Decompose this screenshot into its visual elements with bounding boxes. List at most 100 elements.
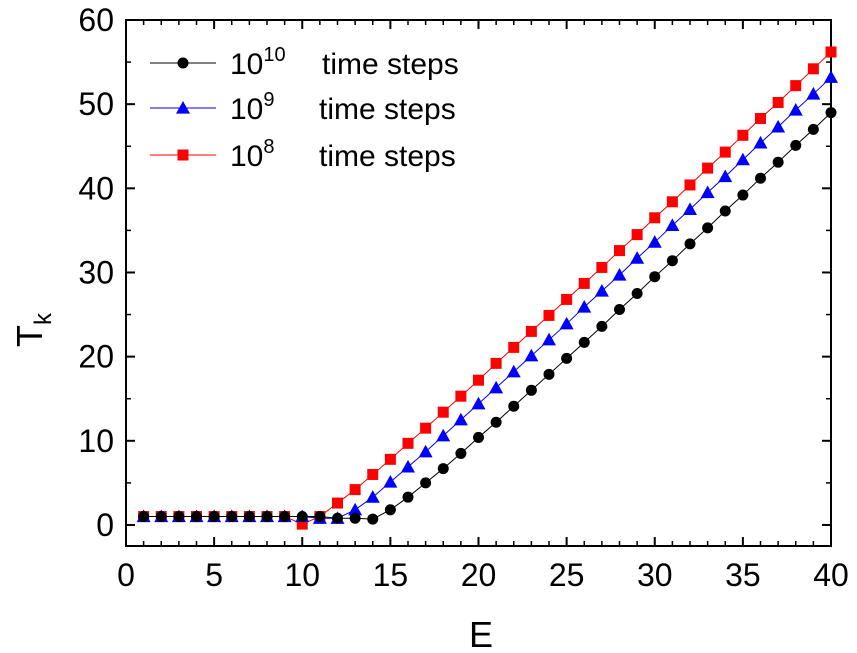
legend-marker	[176, 101, 190, 114]
data-point	[473, 374, 484, 386]
y-tick-label: 10	[78, 423, 114, 459]
data-point	[384, 453, 396, 465]
y-axis-label-subscript: k	[30, 312, 57, 325]
data-point	[490, 357, 502, 369]
data-point	[349, 484, 361, 496]
x-tick-label: 25	[549, 557, 585, 593]
legend-entry: 109 time steps	[150, 89, 456, 126]
data-point	[437, 463, 449, 475]
data-point	[524, 348, 539, 362]
data-point	[261, 511, 273, 523]
data-point	[473, 431, 484, 443]
data-point	[208, 511, 220, 523]
data-point	[402, 437, 414, 449]
series-circle	[138, 107, 837, 525]
y-axis-label: Tk	[9, 312, 57, 347]
y-tick-label: 40	[78, 170, 114, 206]
data-point	[543, 309, 555, 321]
data-point	[578, 336, 590, 348]
y-tick-label: 60	[78, 2, 114, 38]
data-point	[702, 162, 714, 174]
data-point	[737, 189, 749, 201]
legend-label-base: 10	[230, 48, 263, 81]
data-point	[788, 103, 803, 116]
data-point	[348, 502, 363, 516]
data-point	[594, 283, 609, 297]
x-tick-label: 30	[637, 557, 673, 593]
data-point	[401, 459, 415, 473]
data-point	[436, 428, 451, 442]
data-point	[191, 511, 202, 523]
data-point	[807, 63, 819, 75]
legend-label-exponent: 9	[263, 89, 274, 111]
data-point	[420, 422, 432, 434]
data-point	[755, 112, 766, 124]
data-point	[630, 251, 645, 264]
data-point	[455, 447, 467, 459]
series-triangle	[136, 70, 838, 524]
data-point	[807, 123, 819, 135]
data-point	[384, 504, 396, 516]
legend-label: 108 time steps	[230, 136, 456, 173]
data-point	[771, 119, 786, 133]
data-point	[702, 222, 714, 234]
data-point	[418, 444, 433, 458]
data-point	[561, 293, 573, 305]
y-tick-label: 0	[96, 507, 114, 543]
data-point	[825, 46, 837, 58]
legend-marker	[177, 149, 189, 161]
data-point	[489, 380, 504, 394]
legend-label-exponent: 8	[263, 136, 274, 158]
data-point	[824, 70, 838, 83]
data-point	[647, 235, 662, 248]
data-point	[559, 316, 574, 330]
data-point	[332, 512, 343, 524]
tick-labels: 0 5 10 15 20 25 30 35 40 0 10 20 30 40 50 60	[78, 2, 848, 593]
series-line	[143, 112, 832, 520]
legend-label-base: 10	[230, 140, 263, 173]
legend-entry: 1010 time steps	[150, 44, 459, 81]
data-point	[719, 205, 731, 217]
data-point	[383, 475, 398, 488]
data-point	[772, 96, 784, 108]
data-point	[631, 229, 643, 241]
data-point	[296, 518, 308, 530]
data-point	[279, 511, 291, 523]
legend-marker	[177, 57, 189, 69]
data-point	[772, 156, 784, 168]
data-point	[684, 238, 696, 250]
data-point	[314, 511, 326, 523]
x-axis-label: E	[469, 614, 493, 653]
data-point	[578, 277, 590, 289]
x-tick-label: 35	[725, 557, 761, 593]
data-point	[525, 384, 537, 396]
data-point	[490, 416, 502, 428]
data-point	[420, 477, 432, 489]
legend-label-exponent: 10	[263, 44, 285, 66]
data-point	[453, 412, 468, 426]
x-tick-label: 20	[461, 557, 497, 593]
legend-label: 1010 time steps	[230, 44, 459, 81]
data-point	[612, 268, 627, 281]
data-point	[471, 396, 486, 410]
data-point	[790, 139, 802, 151]
data-point	[155, 511, 167, 523]
data-point	[508, 341, 520, 353]
y-tick-label: 50	[78, 86, 114, 122]
x-tick-label: 0	[117, 557, 135, 593]
data-point	[437, 406, 449, 418]
data-point	[755, 172, 766, 184]
data-point	[719, 146, 731, 158]
x-tick-label: 15	[373, 557, 409, 593]
data-point	[596, 320, 608, 332]
data-point	[455, 390, 467, 402]
data-point	[631, 288, 643, 300]
data-point	[367, 513, 379, 525]
data-point	[173, 511, 185, 523]
x-tick-label: 5	[205, 557, 223, 593]
data-point	[542, 332, 556, 346]
legend-label-suffix: time steps	[319, 140, 456, 173]
data-point	[543, 368, 555, 380]
data-point	[684, 179, 696, 191]
